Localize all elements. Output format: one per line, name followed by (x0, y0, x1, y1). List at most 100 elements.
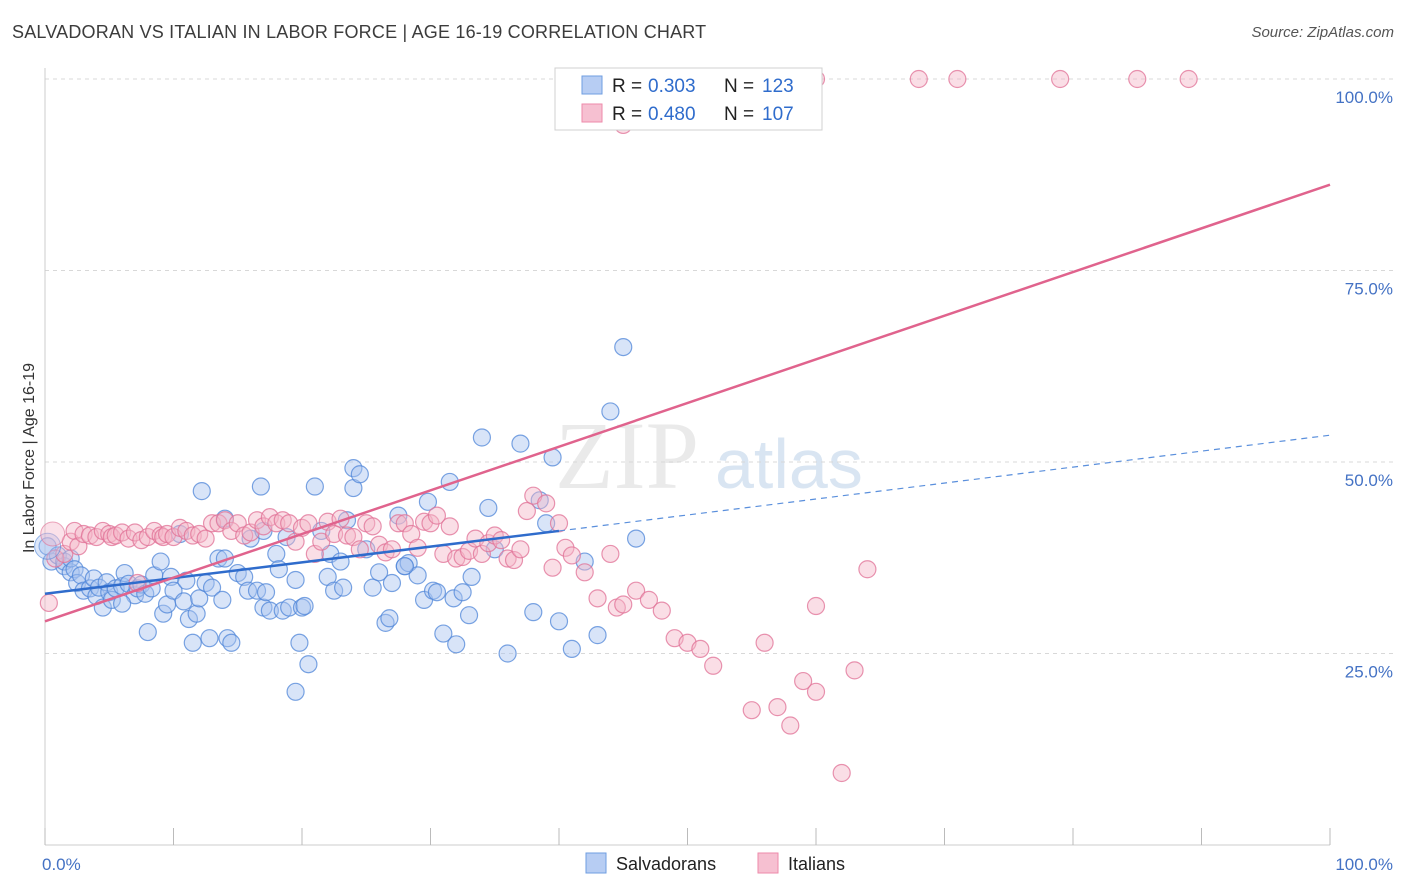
point-salvadorans-119 (395, 557, 414, 576)
point-salvadorans-85 (380, 609, 399, 628)
point-italians-top-band--11 (1128, 69, 1147, 89)
point-italians-96 (704, 656, 723, 675)
legend-n-label-salvadorans: N = (724, 76, 754, 97)
watermark-zip: ZIP (555, 402, 699, 509)
point-italians-71 (472, 544, 491, 564)
point-salvadorans-98 (447, 635, 466, 654)
point-salvadorans-83 (370, 563, 389, 582)
point-salvadorans-112 (562, 639, 581, 659)
legend-n-salvadorans: 123 (762, 76, 794, 97)
bottom-legend-label-italians: Italians (788, 854, 845, 874)
y-tick-label-100: 100.0% (1335, 88, 1393, 107)
chart-title: SALVADORAN VS ITALIAN IN LABOR FORCE | A… (12, 22, 707, 42)
point-italians-50 (337, 526, 357, 545)
point-salvadorans-42 (192, 482, 211, 501)
source-label: Source: ZipAtlas.com (1251, 24, 1394, 41)
point-italians-98 (755, 633, 774, 652)
point-salvadorans-cluster (34, 532, 62, 560)
point-salvadorans-65 (286, 570, 305, 590)
point-salvadorans-99 (453, 583, 472, 602)
point-salvadorans-47 (213, 590, 232, 609)
point-italians-105 (845, 661, 864, 680)
legend-r-label-salvadorans: R = (612, 76, 642, 97)
point-salvadorans-118 (286, 682, 305, 701)
point-italians-top-band--10 (1051, 69, 1070, 89)
x-tick-label-max: 100.0% (1335, 855, 1393, 874)
point-italians-top-band--12 (1179, 69, 1198, 89)
point-salvadorans-68 (295, 596, 314, 616)
point-italians-74 (492, 531, 511, 550)
point-salvadorans-86 (382, 573, 402, 593)
y-tick-label-50: 50.0% (1345, 471, 1393, 490)
point-salvadorans-95 (434, 624, 453, 643)
x-tick-label-min: 0.0% (42, 855, 81, 874)
point-italians-58 (389, 514, 408, 533)
point-italians-0 (39, 593, 58, 613)
point-salvadorans-117 (626, 529, 646, 548)
point-italians-top-band--9 (948, 69, 967, 89)
legend-r-salvadorans: 0.303 (648, 76, 696, 97)
point-salvadorans-76 (334, 578, 353, 597)
point-italians-95 (691, 639, 710, 659)
point-salvadorans-82 (363, 578, 382, 597)
point-salvadorans-90 (408, 566, 427, 585)
legend-swatch-italians (581, 103, 603, 123)
point-italians-97 (742, 701, 761, 720)
point-salvadorans-115 (601, 402, 620, 421)
point-italians-86 (588, 589, 607, 608)
legend-swatch-salvadorans (581, 75, 603, 95)
point-salvadorans-41 (190, 589, 209, 608)
point-salvadorans-101 (462, 567, 481, 587)
bottom-legend-swatch-salvadorans (585, 852, 607, 874)
trend-line-italians (44, 183, 1331, 623)
y-tick-label-25: 25.0% (1345, 663, 1393, 682)
point-salvadorans-58 (256, 583, 276, 602)
point-italians-76 (504, 550, 524, 570)
watermark-atlas: atlas (715, 425, 863, 503)
point-italians-57 (382, 540, 402, 559)
point-italians-87 (601, 544, 620, 564)
point-salvadorans-30 (151, 552, 170, 571)
point-italians-82 (549, 514, 569, 533)
point-italians-1 (46, 549, 65, 568)
point-italians-89 (614, 595, 633, 614)
point-salvadorans-27 (138, 622, 157, 642)
point-salvadorans-40 (187, 604, 206, 623)
point-salvadorans-106 (511, 434, 530, 453)
point-italians-104 (806, 596, 826, 616)
point-italians-top-band--8 (909, 69, 928, 89)
trend-line-salvadorans (44, 529, 560, 595)
point-italians-90 (626, 581, 646, 600)
point-italians-27 (190, 524, 209, 544)
point-italians-101 (794, 671, 813, 691)
point-salvadorans-69 (299, 655, 318, 674)
point-salvadorans-111 (549, 612, 569, 631)
y-tick-label-75: 75.0% (1345, 280, 1393, 299)
point-salvadorans-44 (200, 629, 219, 648)
point-italians-84 (562, 546, 581, 565)
point-salvadorans-103 (479, 498, 498, 518)
point-salvadorans-80 (350, 465, 369, 484)
point-salvadorans-94 (427, 583, 447, 602)
point-italians-102 (806, 682, 826, 701)
point-salvadorans-64 (280, 598, 299, 617)
point-salvadorans-66 (290, 633, 309, 652)
point-salvadorans-55 (247, 581, 267, 600)
gridlines (45, 78, 1393, 654)
point-salvadorans-50 (222, 633, 241, 652)
point-salvadorans-107 (524, 603, 543, 622)
axes: 25.0% 50.0% 75.0% 100.0% (44, 68, 1393, 846)
point-salvadorans-97 (444, 589, 463, 608)
point-italians-80 (537, 494, 556, 513)
point-salvadorans-39 (183, 633, 202, 652)
point-salvadorans-31 (154, 604, 173, 623)
legend-r-label-italians: R = (612, 104, 642, 125)
point-salvadorans-114 (588, 626, 607, 645)
point-italians-75 (498, 549, 517, 568)
point-salvadorans-105 (498, 644, 517, 663)
point-italians-cluster (40, 521, 66, 547)
point-salvadorans-36 (174, 592, 193, 611)
point-salvadorans-75 (331, 552, 350, 571)
point-italians-28 (196, 529, 215, 548)
